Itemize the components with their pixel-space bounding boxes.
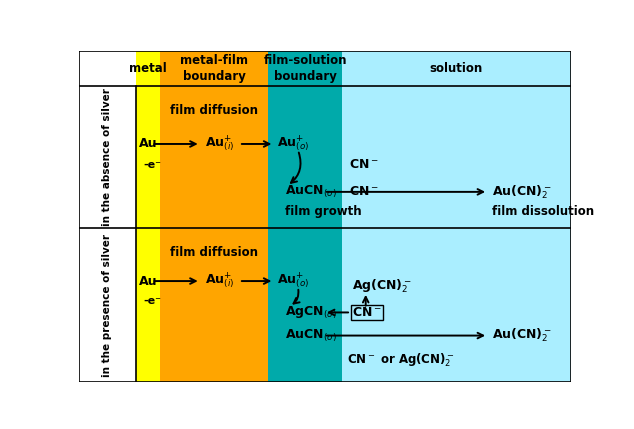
Bar: [160, 86, 268, 228]
FancyArrowPatch shape: [327, 189, 483, 195]
Text: Au: Au: [139, 137, 158, 151]
Text: Au: Au: [139, 275, 158, 287]
Text: in the absence of silver: in the absence of silver: [102, 88, 112, 226]
Text: film diffusion: film diffusion: [171, 104, 259, 118]
Text: Ag(CN)$_2^-$: Ag(CN)$_2^-$: [352, 277, 412, 295]
Text: film growth: film growth: [285, 205, 361, 218]
Bar: [136, 228, 160, 382]
Text: CN$^-$ or Ag(CN)$_2^-$: CN$^-$ or Ag(CN)$_2^-$: [347, 352, 455, 369]
FancyArrowPatch shape: [363, 297, 368, 306]
Text: Au(CN)$_2^-$: Au(CN)$_2^-$: [492, 327, 552, 344]
Text: CN$^-$: CN$^-$: [349, 185, 379, 198]
Bar: [136, 51, 160, 86]
Bar: [268, 86, 342, 228]
Bar: [160, 228, 268, 382]
Text: -e⁻: -e⁻: [143, 296, 161, 306]
Text: metal: metal: [129, 62, 167, 76]
Text: film-solution
boundary: film-solution boundary: [264, 54, 347, 83]
Text: CN$^-$: CN$^-$: [349, 158, 379, 171]
Bar: [79, 228, 136, 382]
Bar: [268, 228, 342, 382]
Bar: [342, 51, 571, 86]
Bar: [160, 51, 268, 86]
Text: film dissolution: film dissolution: [492, 205, 594, 218]
Bar: [342, 228, 571, 382]
Text: Au$_{(i)}^{+}$: Au$_{(i)}^{+}$: [205, 271, 234, 291]
Text: Au$_{(o)}^{+}$: Au$_{(o)}^{+}$: [277, 134, 309, 154]
Text: -e⁻: -e⁻: [143, 160, 161, 170]
Bar: [79, 86, 136, 228]
FancyArrowPatch shape: [242, 278, 269, 284]
Bar: [268, 51, 342, 86]
Text: in the presence of silver: in the presence of silver: [102, 233, 112, 377]
FancyArrowPatch shape: [327, 333, 483, 338]
Text: AuCN$_{(o)}$: AuCN$_{(o)}$: [285, 184, 337, 200]
Text: solution: solution: [430, 62, 483, 76]
FancyArrowPatch shape: [291, 153, 301, 183]
Text: AgCN$_{(o)}$: AgCN$_{(o)}$: [285, 304, 337, 320]
Text: CN$^-$: CN$^-$: [352, 306, 382, 319]
Bar: [342, 86, 571, 228]
Bar: [136, 86, 160, 228]
Text: Au$_{(o)}^{+}$: Au$_{(o)}^{+}$: [277, 271, 309, 291]
Text: AuCN$_{(o)}$: AuCN$_{(o)}$: [285, 327, 337, 344]
FancyArrowPatch shape: [154, 141, 196, 147]
FancyArrowPatch shape: [329, 310, 348, 315]
FancyArrowPatch shape: [242, 141, 269, 147]
Text: metal-film
boundary: metal-film boundary: [180, 54, 249, 83]
Bar: [79, 51, 136, 86]
Text: Au$_{(i)}^{+}$: Au$_{(i)}^{+}$: [205, 134, 234, 154]
FancyArrowPatch shape: [294, 290, 300, 304]
Text: Au(CN)$_2^-$: Au(CN)$_2^-$: [492, 183, 552, 201]
Text: film diffusion: film diffusion: [171, 247, 259, 260]
FancyArrowPatch shape: [154, 278, 196, 284]
